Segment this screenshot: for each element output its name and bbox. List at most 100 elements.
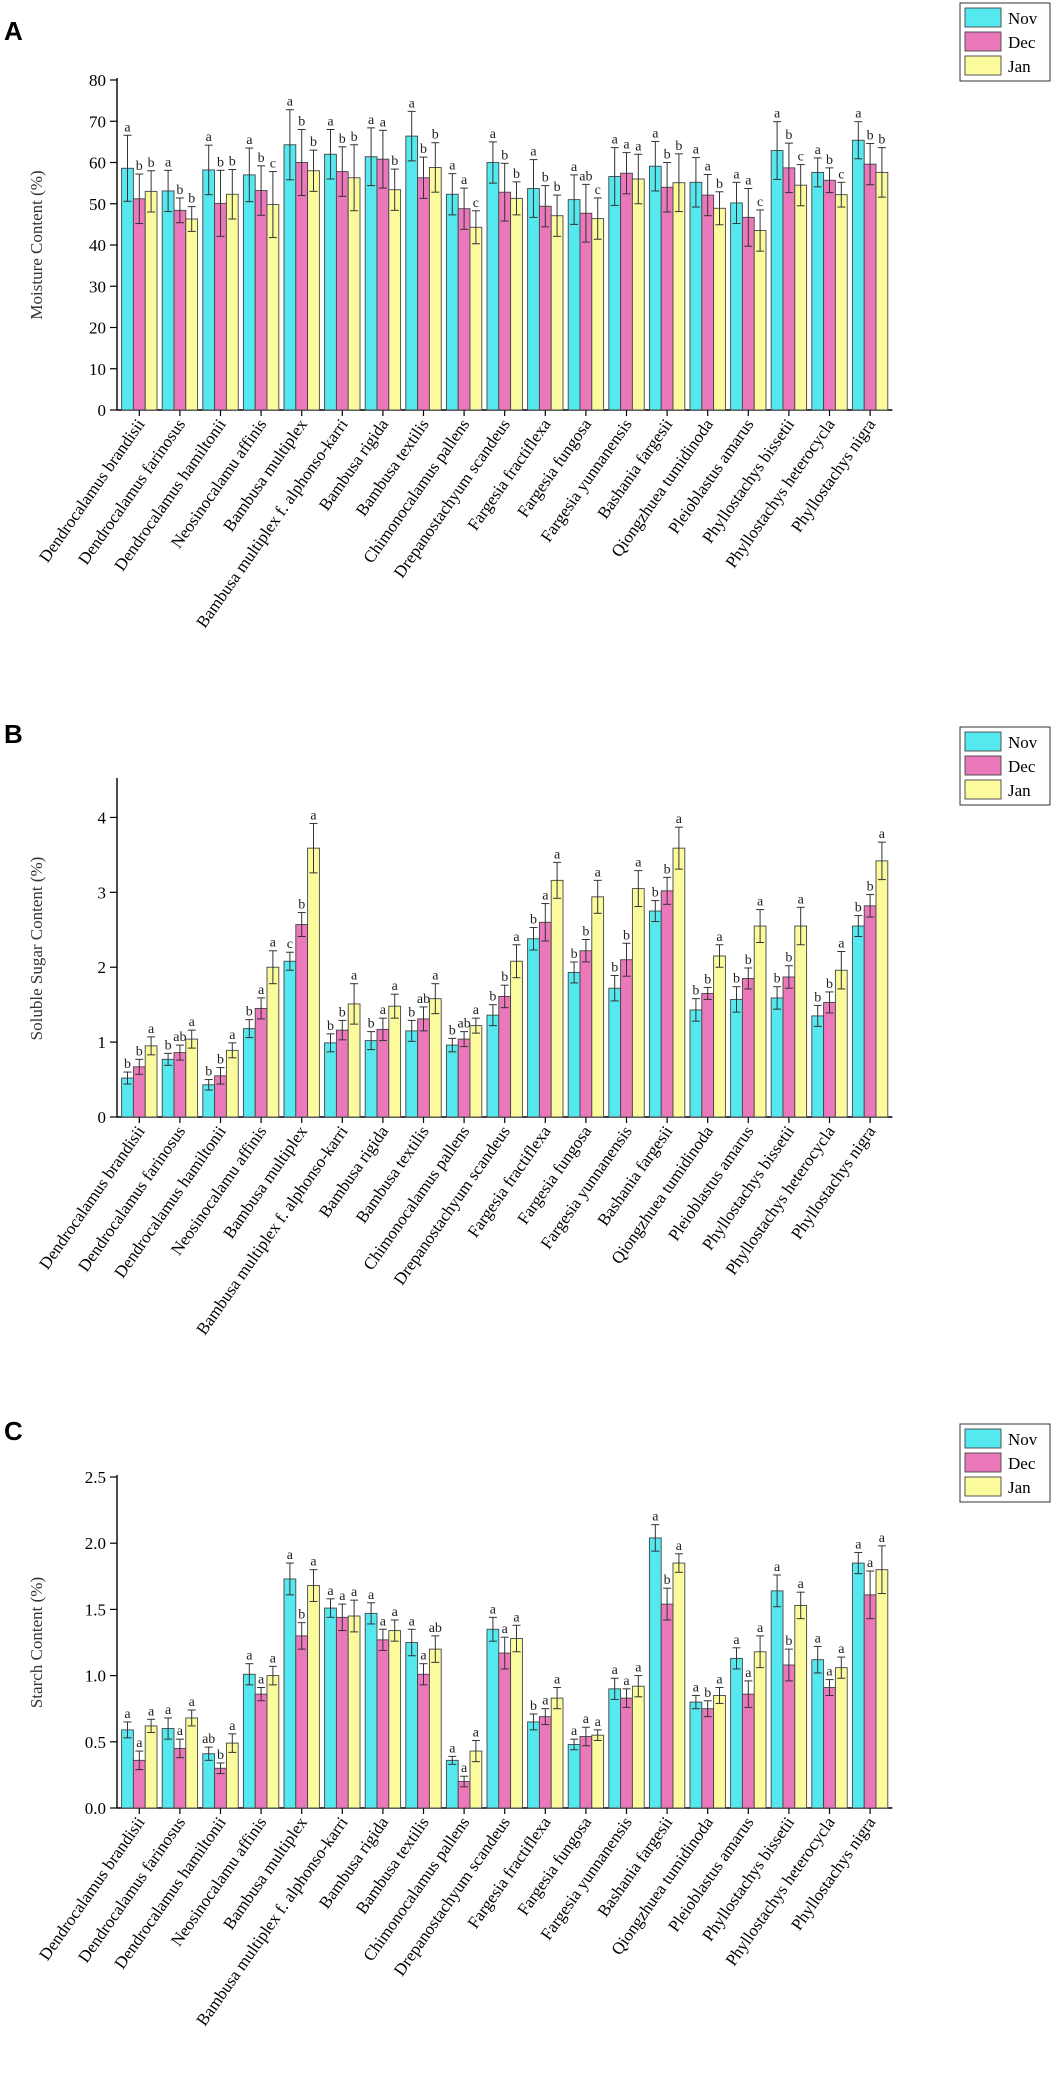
significance-label: c xyxy=(798,150,804,165)
bar-nov xyxy=(811,1015,825,1118)
bar-jan xyxy=(631,888,645,1118)
significance-label: a xyxy=(165,1703,172,1718)
significance-label: b xyxy=(716,177,723,192)
bar-dec xyxy=(376,1028,390,1118)
significance-label: a xyxy=(612,1663,619,1678)
bar-jan xyxy=(550,879,564,1118)
bar-nov xyxy=(648,910,662,1118)
significance-label: b xyxy=(217,155,224,170)
bar-jan xyxy=(185,1717,199,1809)
bar-dec xyxy=(823,1687,836,1809)
significance-label: a xyxy=(635,856,642,871)
bar-jan xyxy=(753,1651,767,1809)
bar-jan xyxy=(672,182,686,411)
bar-nov xyxy=(161,1058,175,1118)
significance-label: ab xyxy=(202,1732,215,1747)
bar-jan xyxy=(185,1038,199,1118)
bar-dec xyxy=(295,162,309,411)
bar-nov xyxy=(242,1673,256,1809)
bar-jan xyxy=(834,969,848,1118)
significance-label: a xyxy=(177,1724,184,1739)
significance-label: a xyxy=(449,159,456,174)
significance-label: a xyxy=(270,1651,277,1666)
y-tick-label: 60 xyxy=(89,154,106,173)
significance-label: b xyxy=(652,886,659,901)
significance-label: b xyxy=(165,1038,172,1053)
significance-label: a xyxy=(757,1621,764,1636)
significance-label: a xyxy=(392,979,399,994)
y-tick-label: 10 xyxy=(89,360,106,379)
bar-dec xyxy=(173,1052,187,1118)
significance-label: a xyxy=(879,827,886,842)
significance-label: a xyxy=(124,1707,131,1722)
significance-label: b xyxy=(136,1044,143,1059)
legend-swatch-jan xyxy=(964,55,1002,76)
significance-label: a xyxy=(310,808,317,823)
significance-label: b xyxy=(351,130,358,145)
significance-label: a xyxy=(229,1028,236,1043)
significance-label: a xyxy=(246,1649,253,1664)
significance-label: a xyxy=(583,1712,590,1727)
significance-label: b xyxy=(217,1748,224,1763)
significance-label: a xyxy=(513,930,520,945)
significance-label: ab xyxy=(457,1017,470,1032)
significance-label: b xyxy=(542,171,549,186)
significance-label: b xyxy=(855,901,862,916)
significance-label: a xyxy=(380,115,387,130)
significance-label: a xyxy=(757,895,764,910)
bar-jan xyxy=(428,1648,442,1809)
y-tick-label: 20 xyxy=(89,319,106,338)
bar-nov xyxy=(770,150,784,411)
legend-swatch-jan xyxy=(964,779,1002,800)
significance-label: a xyxy=(136,1736,143,1751)
significance-label: a xyxy=(287,95,294,110)
y-tick-label: 3 xyxy=(98,883,107,902)
bar-dec xyxy=(335,1029,349,1118)
bar-jan xyxy=(266,966,280,1118)
bar-nov xyxy=(689,181,703,411)
bar-jan xyxy=(834,1667,848,1809)
significance-label: a xyxy=(571,160,578,175)
significance-label: a xyxy=(490,1602,497,1617)
bar-dec xyxy=(660,890,674,1118)
bar-jan xyxy=(834,194,848,411)
bar-dec xyxy=(823,1001,836,1118)
significance-label: b xyxy=(785,128,792,143)
bar-jan xyxy=(510,960,523,1118)
significance-label: a xyxy=(392,1605,399,1620)
significance-label: a xyxy=(733,1633,740,1648)
bar-jan xyxy=(794,1604,808,1809)
significance-label: a xyxy=(652,1510,659,1525)
significance-label: a xyxy=(449,1741,456,1756)
bar-jan xyxy=(428,998,442,1118)
significance-label: b xyxy=(623,928,630,943)
significance-label: a xyxy=(676,812,683,827)
y-tick-label: 0 xyxy=(98,401,107,420)
y-tick-label: 1.5 xyxy=(85,1600,106,1619)
significance-label: a xyxy=(554,847,561,862)
significance-label: a xyxy=(595,865,602,880)
significance-label: b xyxy=(554,180,561,195)
bar-nov xyxy=(445,1759,459,1809)
significance-label: c xyxy=(270,157,276,172)
bar-nov xyxy=(121,167,134,411)
bar-jan xyxy=(307,847,320,1118)
bar-nov xyxy=(283,1578,297,1809)
bar-nov xyxy=(730,998,743,1118)
significance-label: a xyxy=(124,120,131,135)
significance-label: a xyxy=(351,1585,358,1600)
significance-label: b xyxy=(692,984,699,999)
y-axis-title: Starch Content (%) xyxy=(27,1577,46,1708)
bar-dec xyxy=(701,194,715,411)
legend: Nov Dec Jan xyxy=(959,1423,1051,1503)
significance-label: b xyxy=(733,972,740,987)
significance-label: a xyxy=(409,96,416,111)
significance-label: a xyxy=(229,1719,236,1734)
significance-label: c xyxy=(757,195,763,210)
significance-label: b xyxy=(774,972,781,987)
significance-label: b xyxy=(188,192,195,207)
bar-jan xyxy=(550,1697,564,1809)
y-tick-label: 40 xyxy=(89,236,106,255)
bar-jan xyxy=(388,1005,402,1118)
